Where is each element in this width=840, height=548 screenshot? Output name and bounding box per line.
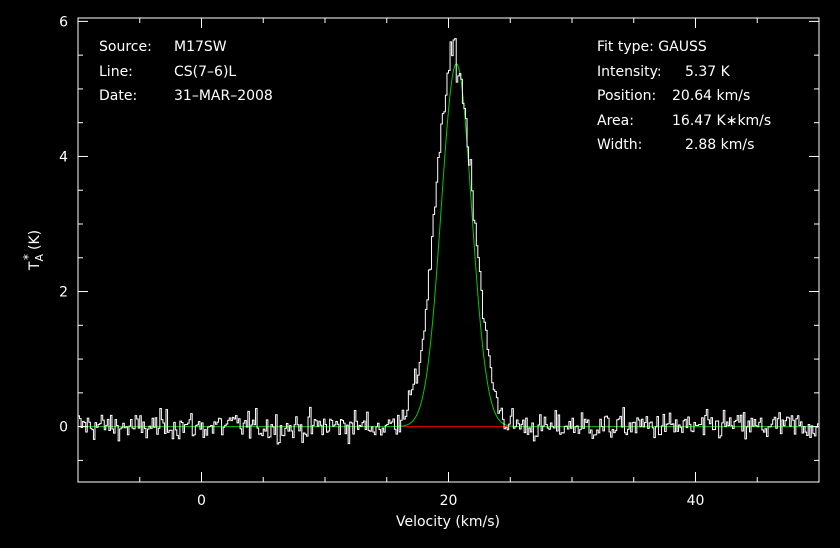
y-tick-label: 2 (59, 285, 68, 301)
x-tick-label: 0 (197, 493, 206, 509)
date-value: 31–MAR–2008 (174, 88, 273, 104)
position-value: 20.64 km/s (672, 88, 750, 104)
source-label: Source: (99, 39, 152, 55)
y-axis-label-superscript: * (21, 254, 35, 260)
tick-labels: 0 20 40 0 2 4 6 (59, 14, 704, 509)
source-value: M17SW (174, 39, 227, 55)
fit-results: Fit type: GAUSS Intensity: 5.37 K Positi… (597, 39, 771, 153)
position-label: Position: (597, 88, 656, 104)
y-tick-label: 6 (59, 14, 68, 30)
observation-header: Source: M17SW Line: CS(7–6)L Date: 31–MA… (99, 39, 273, 104)
x-tick-label: 40 (687, 493, 705, 509)
y-axis-label-subscript: A (33, 254, 46, 262)
area-value: 16.47 K∗km/s (672, 113, 771, 129)
intensity-value: 5.37 K (685, 64, 731, 80)
line-value: CS(7–6)L (174, 64, 236, 80)
y-axis-label-symbol: T (27, 261, 43, 271)
y-axis-label-unit: (K) (27, 230, 43, 250)
y-tick-label: 0 (59, 420, 68, 436)
y-axis-label: TA* (K) (21, 230, 46, 271)
date-label: Date: (99, 88, 137, 104)
x-tick-label: 20 (440, 493, 458, 509)
intensity-label: Intensity: (597, 64, 662, 80)
width-value: 2.88 km/s (685, 137, 754, 153)
svg-text:TA*(K): TA* (K) (21, 230, 46, 271)
spectrum-trace (78, 38, 819, 445)
y-tick-label: 4 (59, 149, 68, 165)
fit-type-text: Fit type: GAUSS (597, 39, 707, 55)
x-axis-label: Velocity (km/s) (396, 514, 500, 530)
spectrum-histogram (78, 38, 819, 445)
width-label: Width: (597, 137, 642, 153)
line-label: Line: (99, 64, 133, 80)
axis-ticks (77, 18, 820, 482)
area-label: Area: (597, 113, 634, 129)
